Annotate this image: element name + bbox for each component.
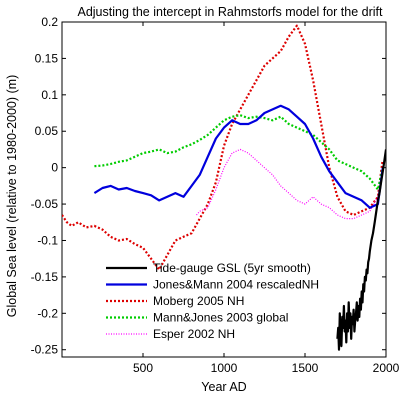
- x-tick-label: 1500: [292, 361, 319, 375]
- axis-layer: 500 1000 1500 2000 -0.25 -0.2 -0.15 -0.1 -0.05 0 0…: [31, 15, 400, 375]
- x-axis-label: Year AD: [201, 380, 246, 394]
- legend: Tide-gauge GSL (5yr smooth) Jones&Mann 20…: [106, 261, 319, 341]
- series-line-0: [336, 149, 386, 351]
- x-tick-label: 500: [133, 361, 153, 375]
- y-tick-label: -0.15: [31, 270, 59, 284]
- legend-label-3: Mann&Jones 2003 global: [153, 311, 288, 325]
- chart-title: Adjusting the intercept in Rahmstorfs mo…: [77, 5, 383, 19]
- y-tick-label: 0.2: [41, 15, 58, 29]
- y-tick-label: -0.1: [37, 233, 58, 247]
- series-layer: [62, 24, 386, 351]
- y-tick-label: 0.1: [41, 88, 58, 102]
- y-tick-label: 0: [51, 161, 58, 175]
- x-tick-label: 1000: [211, 361, 238, 375]
- y-axis-label: Global Sea level (relative to 1980-2000)…: [5, 75, 19, 317]
- x-tick-label: 2000: [373, 361, 400, 375]
- legend-label-4: Esper 2002 NH: [153, 327, 235, 341]
- legend-label-1: Jones&Mann 2004 rescaledNH: [153, 278, 319, 292]
- y-tick-label: 0.15: [35, 51, 59, 65]
- y-tick-label: -0.25: [31, 343, 59, 357]
- legend-label-0: Tide-gauge GSL (5yr smooth): [153, 261, 311, 275]
- series-line-1: [93, 104, 384, 209]
- y-tick-label: 0.05: [35, 124, 59, 138]
- legend-label-2: Moberg 2005 NH: [153, 294, 244, 308]
- y-tick-label: -0.05: [31, 197, 59, 211]
- y-tick-label: -0.2: [37, 306, 58, 320]
